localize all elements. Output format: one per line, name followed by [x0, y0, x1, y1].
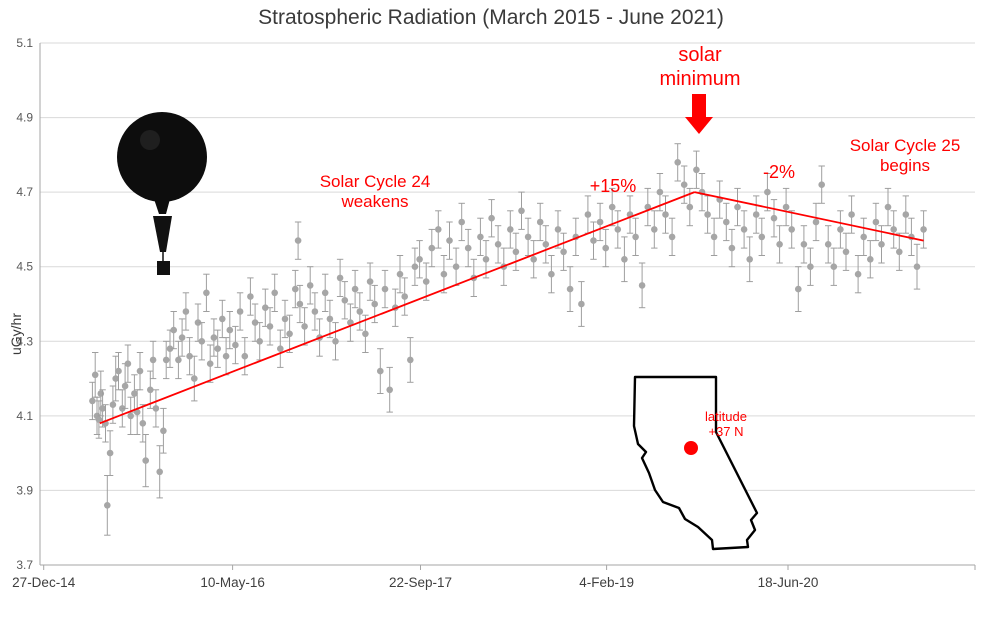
annotation-latitude: latitude +37 N: [705, 409, 747, 440]
chart-title: Stratospheric Radiation (March 2015 - Ju…: [258, 6, 724, 29]
svg-text:18-Jun-20: 18-Jun-20: [758, 575, 819, 590]
down-arrow-head-icon: [685, 117, 713, 134]
annotation-solar-minimum: solar minimum: [659, 44, 741, 90]
svg-text:4-Feb-19: 4-Feb-19: [579, 575, 634, 590]
balloon-icon: [117, 112, 207, 275]
california-map-icon: [632, 375, 759, 551]
svg-text:4.9: 4.9: [16, 111, 33, 125]
svg-text:5.1: 5.1: [16, 36, 33, 50]
annotation-minus2: -2%: [762, 162, 795, 182]
svg-text:27-Dec-14: 27-Dec-14: [12, 575, 76, 590]
scatter-series: 3.7 3.9 4.1 4.3 4.5 4.7 4.9 5.1 27-Dec-14 10-May-…: [12, 36, 976, 590]
svg-text:4.3: 4.3: [16, 334, 33, 348]
svg-text:22-Sep-17: 22-Sep-17: [389, 575, 452, 590]
down-arrow-icon: [692, 94, 706, 118]
svg-text:10-May-16: 10-May-16: [200, 575, 265, 590]
svg-text:4.5: 4.5: [16, 260, 33, 274]
svg-text:3.7: 3.7: [16, 558, 33, 572]
svg-text:4.1: 4.1: [16, 409, 33, 423]
annotation-cycle24: Solar Cycle 24 weakens: [319, 172, 431, 212]
latitude-marker: [684, 441, 698, 455]
svg-text:3.9: 3.9: [16, 483, 33, 497]
annotation-plus15: +15%: [589, 176, 637, 196]
svg-text:4.7: 4.7: [16, 185, 33, 199]
annotation-cycle25: Solar Cycle 25 begins: [849, 136, 961, 176]
